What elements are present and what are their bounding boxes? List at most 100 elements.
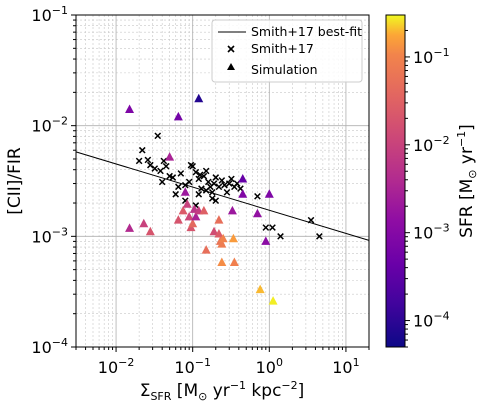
colorbar-tick-label: 10−2: [413, 134, 450, 155]
x-stroke: [218, 177, 226, 184]
x-stroke: [208, 188, 216, 196]
x-stroke: [212, 174, 220, 181]
colorbar-label: SFR [M⊙ yr−1]: [455, 124, 479, 238]
legend-triangle-marker: [227, 63, 235, 70]
x-tick-label: 10−1: [174, 356, 211, 377]
x-stroke: [175, 183, 182, 191]
x-stroke: [154, 132, 162, 140]
smith17-point: [192, 168, 200, 176]
x-stroke: [307, 216, 315, 224]
smith17-point: [175, 183, 182, 191]
x-stroke: [202, 187, 210, 194]
smith17-point: [169, 174, 177, 181]
x-stroke: [225, 180, 233, 187]
smith17-point: [160, 157, 168, 165]
smith17-point: [189, 162, 197, 170]
simulation-point: [238, 173, 248, 183]
smith17-point: [223, 188, 231, 196]
x-stroke: [202, 167, 210, 175]
x-stroke: [151, 165, 159, 172]
simulation-point: [252, 208, 262, 218]
smith17-point: [208, 195, 216, 202]
simulation-point: [188, 218, 198, 228]
simulation-point: [125, 223, 135, 232]
x-stroke: [166, 172, 173, 180]
x-stroke: [158, 178, 166, 186]
simulation-point: [201, 245, 211, 254]
x-stroke: [316, 233, 323, 240]
legend-label-simulation: Simulation: [251, 62, 318, 77]
smith17-point: [185, 178, 193, 186]
simulation-point: [255, 284, 265, 294]
best-fit-line-layer: [75, 151, 370, 241]
x-tick-label: 101: [332, 356, 359, 377]
x-stroke: [221, 181, 228, 189]
simulation-point: [229, 257, 239, 267]
simulation-point: [209, 226, 219, 236]
simulation-point: [125, 104, 135, 113]
smith17-point: [212, 197, 220, 205]
x-stroke: [204, 178, 212, 186]
x-tick-label: 100: [256, 356, 283, 377]
simulation-point: [264, 189, 274, 198]
legend-label-best-fit: Smith+17 best-fit: [251, 24, 362, 39]
simulation-point: [214, 228, 224, 238]
x-stroke: [185, 178, 193, 186]
x-stroke: [160, 157, 168, 165]
smith17-point: [228, 175, 235, 183]
simulation-point: [184, 211, 194, 221]
smith17-point: [151, 165, 159, 172]
smith17-point: [218, 177, 226, 184]
x-stroke: [146, 161, 154, 169]
smith17-point: [212, 174, 220, 181]
simulation-point: [145, 226, 155, 236]
simulation-point: [227, 205, 237, 215]
axis-tick-labels: 10−2 10−1 100 101 10−4 10−3 10−2 10−1 10−4 10−3 10…: [31, 4, 449, 377]
colorbar-tick-label: 10−1: [413, 46, 450, 67]
legend-label-smith17: Smith+17: [251, 41, 314, 56]
legend-box: [211, 19, 363, 83]
x-stroke: [237, 185, 244, 192]
colorbar-tick-label: 10−4: [413, 310, 450, 331]
smith17-point: [172, 190, 180, 198]
smith17-point: [208, 188, 216, 196]
simulation-point: [238, 189, 248, 198]
x-stroke: [157, 167, 164, 175]
smith17-point: [215, 183, 223, 191]
simulation-point: [139, 218, 149, 228]
smith17-point: [225, 180, 233, 187]
simulation-point: [214, 215, 224, 224]
simulation-point: [173, 215, 183, 224]
x-axis-label: ΣSFR [M⊙ yr−1 kpc−2]: [140, 379, 305, 403]
simulation-point: [191, 211, 201, 221]
smith17-point: [157, 167, 164, 175]
simulation-point: [228, 233, 238, 243]
x-stroke: [196, 171, 204, 179]
smith17-point: [316, 233, 323, 240]
x-tick-label: 10−2: [98, 356, 135, 377]
simulation-point: [268, 296, 278, 305]
x-stroke: [208, 195, 216, 202]
smith17-point: [195, 190, 203, 198]
x-stroke: [223, 188, 231, 196]
smith17-point: [204, 178, 212, 186]
smith17-point: [262, 224, 270, 231]
y-axis-label: [CII]/FIR: [5, 147, 25, 215]
legend: Smith+17 best-fit Smith+17 Simulation: [211, 19, 363, 83]
simulation-point: [199, 205, 209, 215]
simulation-point: [178, 205, 188, 215]
legend-x-marker: [227, 45, 235, 53]
smith17-series: [135, 132, 323, 240]
simulation-point: [180, 187, 190, 196]
x-stroke: [189, 162, 197, 170]
x-stroke: [200, 172, 208, 180]
smith17-point: [138, 146, 146, 154]
smith17-point: [202, 187, 210, 194]
x-stroke: [169, 174, 177, 181]
simulation-point: [218, 233, 228, 243]
x-stroke: [212, 197, 220, 205]
smith17-point: [177, 170, 185, 177]
x-stroke: [192, 168, 200, 176]
simulation-point: [173, 111, 183, 121]
